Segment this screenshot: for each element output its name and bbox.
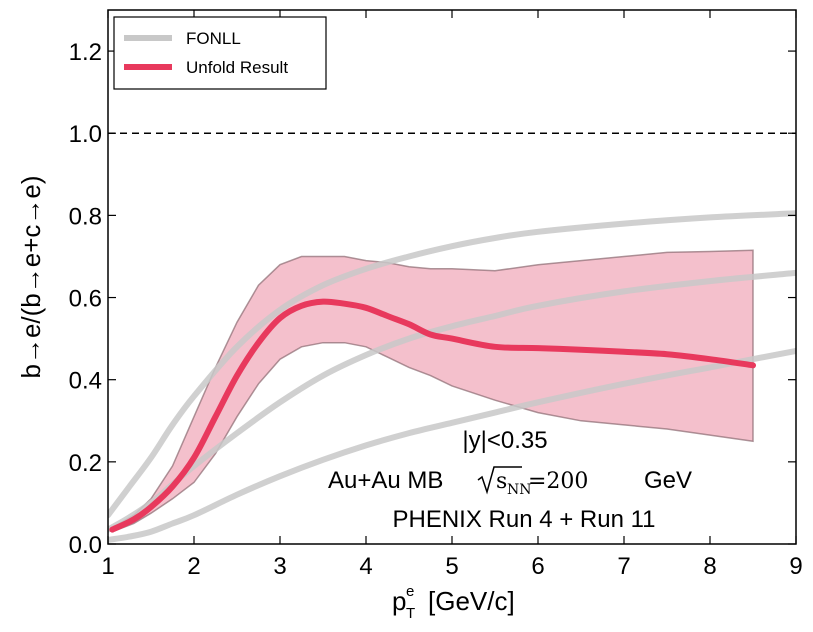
y-tick-label: 0.6 <box>69 286 102 313</box>
legend-label-unfold: Unfold Result <box>186 58 288 77</box>
x-tick-label: 8 <box>703 553 716 580</box>
sqrt-symbol <box>477 466 522 495</box>
series-line-unfold-result <box>109 298 756 533</box>
annotation-energy-value: =200 <box>528 469 588 494</box>
legend: FONLL Unfold Result <box>113 16 327 90</box>
x-axis-label-sub: T <box>406 605 415 622</box>
annotation-sqrt-sub: NN <box>507 482 532 498</box>
x-tick-label: 7 <box>617 553 630 580</box>
series-line-fonll-lower <box>108 347 796 543</box>
x-axis-label-p: p <box>392 586 406 616</box>
y-tick-label: 0.4 <box>69 368 102 395</box>
series-line-fonll-upper <box>108 210 796 519</box>
x-axis-label-unit: [GeV/c] <box>428 586 515 616</box>
x-axis-label: p e T [GeV/c] <box>392 583 515 622</box>
x-axis-label-super: e <box>406 583 414 600</box>
annotation-experiment: PHENIX Run 4 + Run 11 <box>392 506 655 533</box>
x-tick-label: 5 <box>445 553 458 580</box>
x-tick-label: 3 <box>273 553 286 580</box>
annotation-collision: Au+Au MB s NN =200 GeV <box>328 466 692 498</box>
x-tick-label: 9 <box>789 553 802 580</box>
legend-label-fonll: FONLL <box>186 29 241 48</box>
annotation-rapidity: |y|<0.35 <box>462 427 547 454</box>
x-tick-label: 2 <box>187 553 200 580</box>
y-tick-label: 0.2 <box>69 450 102 477</box>
annotation-energy-unit: GeV <box>644 467 692 494</box>
y-tick-label: 1.2 <box>69 39 102 66</box>
unfold-uncertainty-band <box>111 249 754 533</box>
x-tick-label: 4 <box>359 553 372 580</box>
x-tick-label: 1 <box>101 553 114 580</box>
legend-frame <box>113 16 327 90</box>
annotation-collision-prefix: Au+Au MB <box>328 467 443 494</box>
annotation-sqrt-s: s <box>496 469 507 494</box>
y-axis-label: b→e/(b→e+c→e) <box>16 175 46 378</box>
y-tick-label: 0.8 <box>69 203 102 230</box>
x-tick-label: 6 <box>531 553 544 580</box>
y-tick-label: 0.0 <box>69 532 102 559</box>
y-tick-label: 1.0 <box>69 121 102 148</box>
